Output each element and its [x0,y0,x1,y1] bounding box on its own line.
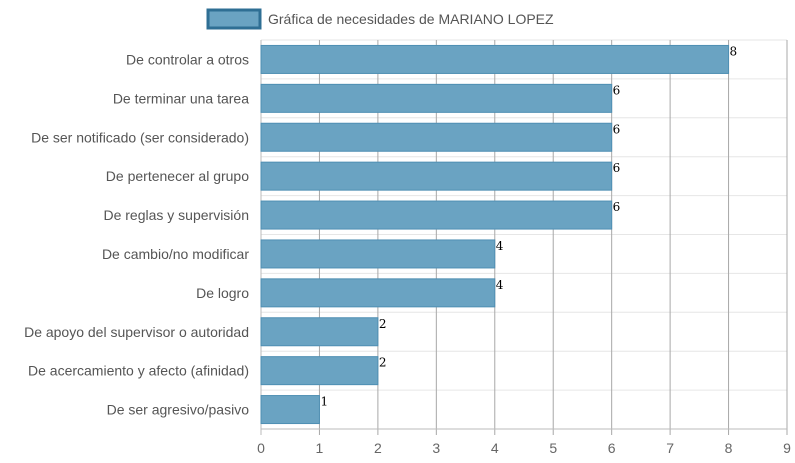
bar [260,44,730,74]
data-label: 2 [379,317,387,331]
x-tick-label: 0 [257,440,265,456]
legend-swatch [206,8,262,30]
category-label: De ser notificado (ser considerado) [31,129,249,145]
data-labels: 8 6 6 6 6 4 4 2 2 1 [320,44,737,408]
data-label: 6 [613,161,621,175]
bar [260,161,613,191]
data-label: 6 [613,122,621,136]
bar [260,317,379,347]
data-label: 6 [613,200,621,214]
legend-label: Gráfica de necesidades de MARIANO LOPEZ [268,11,554,27]
x-tick-label: 5 [549,440,557,456]
bar [260,278,496,308]
x-axis-ticks: 0 1 2 3 4 5 6 7 8 9 [257,440,791,456]
data-label: 4 [496,278,504,292]
bar [260,239,496,269]
category-label: De acercamiento y afecto (afinidad) [28,363,249,379]
category-label: De pertenecer al grupo [106,168,249,184]
x-tick-label: 7 [666,440,674,456]
category-label: De logro [196,285,249,301]
data-label: 2 [379,356,387,370]
category-labels: De controlar a otros De terminar una tare… [24,51,249,417]
category-label: De controlar a otros [126,51,249,67]
bar [260,356,379,386]
bar [260,395,320,425]
x-tick-label: 2 [374,440,382,456]
x-tick-label: 6 [608,440,616,456]
category-label: De terminar una tarea [113,90,249,106]
x-tick-label: 8 [725,440,733,456]
bar [260,200,613,230]
category-label: De ser agresivo/pasivo [107,402,250,418]
x-tick-label: 1 [316,440,324,456]
data-label: 6 [613,83,621,97]
bars [260,44,730,425]
x-tick-label: 9 [783,440,791,456]
x-tick-label: 4 [491,440,499,456]
data-label: 1 [320,395,328,409]
category-label: De apoyo del supervisor o autoridad [24,324,249,340]
bar [260,122,613,152]
category-label: De reglas y supervisión [103,207,249,223]
data-label: 8 [730,44,738,58]
data-label: 4 [496,239,504,253]
bar [260,83,613,113]
legend[interactable]: Gráfica de necesidades de MARIANO LOPEZ [206,8,554,30]
x-tick-label: 3 [432,440,440,456]
category-label: De cambio/no modificar [102,246,249,262]
